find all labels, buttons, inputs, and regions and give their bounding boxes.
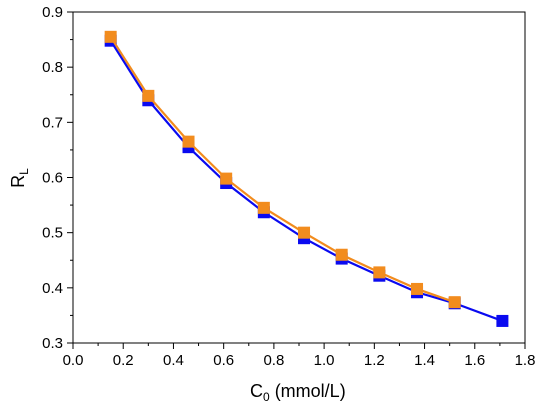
y-tick-label: 0.9 — [42, 4, 63, 21]
x-axis-title: C0 (mmol/L) — [250, 381, 346, 404]
y-tick-label: 0.5 — [42, 225, 63, 242]
series-1 — [104, 30, 461, 309]
x-tick-label: 0.0 — [63, 352, 84, 369]
data-point — [298, 226, 311, 239]
data-point — [104, 30, 117, 43]
x-tick-label: 1.2 — [364, 352, 385, 369]
series-layer — [104, 30, 509, 327]
y-tick-label: 0.3 — [42, 335, 63, 352]
axis-ticks: 0.0 0.2 0.4 0.6 0.8 1.0 1.2 1.4 1.6 1.8 0.3 0.4 0.5 0… — [42, 4, 535, 369]
data-point — [257, 201, 270, 214]
data-point — [220, 172, 233, 185]
x-tick-label: 1.8 — [515, 352, 536, 369]
y-tick-label: 0.6 — [42, 170, 63, 187]
series-line — [109, 36, 456, 304]
data-point — [335, 248, 348, 261]
y-axis-title: RL — [8, 168, 31, 188]
data-point — [142, 89, 155, 102]
x-tick-label: 1.6 — [464, 352, 485, 369]
x-tick-label: 1.0 — [314, 352, 335, 369]
data-point — [448, 296, 461, 309]
x-tick-label: 0.4 — [163, 352, 184, 369]
x-tick-label: 1.4 — [414, 352, 435, 369]
data-point — [373, 266, 386, 279]
data-point — [496, 314, 509, 327]
y-tick-label: 0.8 — [42, 59, 63, 76]
x-tick-label: 0.8 — [263, 352, 284, 369]
data-point — [182, 135, 195, 148]
plot-area — [72, 11, 526, 344]
data-point — [411, 282, 424, 295]
y-tick-label: 0.7 — [42, 114, 63, 131]
y-tick-label: 0.4 — [42, 280, 63, 297]
x-tick-label: 0.2 — [113, 352, 134, 369]
x-tick-label: 0.6 — [213, 352, 234, 369]
